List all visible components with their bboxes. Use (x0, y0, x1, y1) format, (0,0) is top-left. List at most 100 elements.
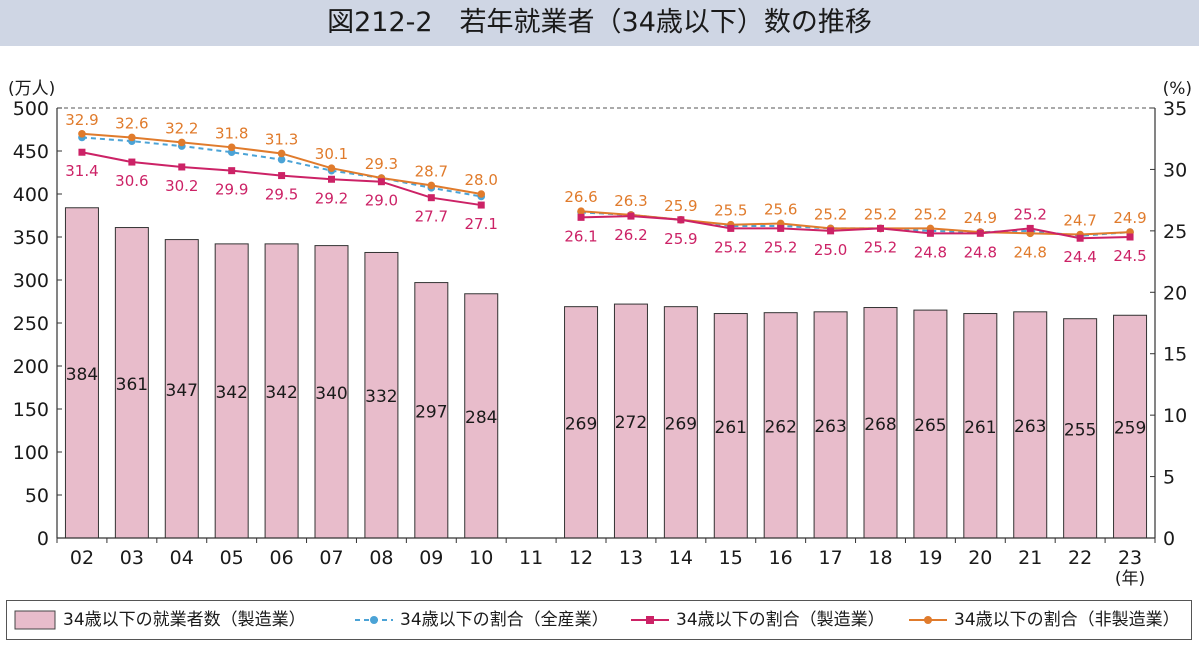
x-tick-label: 22 (1068, 547, 1092, 569)
right-unit-label: (%) (1163, 79, 1192, 99)
x-tick-label: 19 (918, 547, 942, 569)
bar (564, 306, 599, 539)
right-tick-label: 0 (1163, 528, 1175, 550)
x-tick-label: 20 (968, 547, 992, 569)
right-tick-label: 5 (1163, 467, 1175, 489)
bar-value-label: 263 (814, 417, 846, 437)
mfg-data-label: 25.2 (864, 238, 897, 256)
nonmfg-data-label: 24.9 (964, 209, 997, 227)
nonmfg-data-label: 30.1 (315, 145, 348, 163)
right-tick-label: 35 (1163, 98, 1187, 120)
marker-mfg (827, 227, 835, 235)
marker-mfg (1076, 234, 1084, 242)
x-tick-label: 02 (70, 547, 94, 569)
left-tick-label: 50 (25, 485, 49, 507)
nonmfg-data-label: 25.6 (764, 200, 797, 218)
x-tick-label: 15 (719, 547, 743, 569)
marker-mfg (477, 201, 485, 209)
bar (863, 307, 898, 539)
bar-value-label: 342 (215, 383, 247, 403)
marker-nonmfg (327, 164, 336, 172)
marker-nonmfg (78, 130, 86, 138)
legend-label-all: 34歳以下の割合（全産業） (400, 610, 609, 630)
marker-mfg (78, 148, 86, 156)
bar (813, 311, 848, 539)
nonmfg-data-label: 32.2 (165, 119, 198, 137)
bar-value-label: 269 (565, 414, 597, 434)
marker-nonmfg (477, 190, 486, 198)
marker-mfg (627, 212, 635, 220)
bar (1113, 314, 1148, 539)
bar (713, 313, 748, 539)
bar-value-label: 272 (615, 413, 647, 433)
mfg-data-label: 26.1 (564, 227, 597, 245)
nonmfg-data-label: 24.7 (1063, 212, 1096, 230)
x-tick-label: 09 (419, 547, 443, 569)
mfg-data-label: 25.0 (814, 241, 847, 259)
x-tick-label: 05 (220, 547, 244, 569)
bar-value-label: 332 (365, 387, 397, 407)
bar (264, 243, 299, 539)
bar-value-label: 263 (1014, 417, 1046, 437)
mfg-data-label: 29.5 (265, 186, 298, 204)
marker-nonmfg (227, 143, 236, 152)
marker-mfg (178, 163, 186, 171)
bar-value-label: 262 (764, 417, 796, 437)
bar-value-label: 265 (914, 416, 946, 436)
bar-value-label: 297 (415, 402, 447, 422)
title-band (0, 0, 1199, 46)
nonmfg-data-label: 28.7 (415, 162, 448, 180)
nonmfg-data-label: 24.8 (1014, 243, 1047, 261)
mfg-data-label: 29.0 (365, 192, 398, 210)
left-tick-label: 100 (13, 442, 49, 464)
bar (963, 313, 998, 539)
bar (613, 303, 648, 539)
left-tick-label: 0 (37, 528, 49, 550)
x-tick-label: 16 (769, 547, 793, 569)
mfg-data-label: 27.7 (415, 208, 448, 226)
legend-bar-swatch (14, 610, 56, 630)
nonmfg-data-label: 24.9 (1113, 209, 1146, 227)
mfg-data-label: 25.2 (714, 238, 747, 256)
x-tick-label: 06 (269, 547, 293, 569)
marker-mfg (427, 194, 435, 202)
mfg-data-label: 27.1 (465, 215, 498, 233)
x-tick-label: 18 (868, 547, 892, 569)
bar-value-label: 340 (315, 384, 347, 404)
mfg-data-label: 30.6 (115, 172, 148, 190)
mfg-data-label: 29.2 (315, 189, 348, 207)
marker-nonmfg (277, 149, 286, 158)
bar (114, 227, 149, 539)
left-tick-label: 350 (13, 227, 49, 249)
mfg-data-label: 24.8 (914, 243, 947, 261)
line-mfg (581, 215, 1131, 240)
x-tick-label: 21 (1018, 547, 1042, 569)
left-tick-label: 150 (13, 399, 49, 421)
bar (763, 312, 798, 539)
marker-mfg (328, 175, 335, 183)
left-tick-label: 500 (13, 98, 49, 120)
mfg-data-label: 26.2 (614, 226, 647, 244)
marker-mfg (1126, 233, 1134, 241)
x-tick-label: 17 (818, 547, 842, 569)
legend-marker-mfg (646, 616, 654, 624)
marker-mfg (128, 158, 136, 166)
marker-mfg (228, 167, 236, 175)
bar (663, 306, 698, 539)
x-tick-label: 04 (170, 547, 194, 569)
bar-value-label: 269 (665, 414, 697, 434)
marker-mfg (377, 178, 385, 186)
mfg-data-label: 31.4 (65, 162, 98, 180)
left-tick-label: 250 (13, 313, 49, 335)
bar-value-label: 361 (116, 375, 148, 395)
bar-value-label: 259 (1114, 419, 1146, 439)
bar-value-label: 261 (715, 418, 747, 438)
legend-marker-all (370, 616, 378, 624)
bar (464, 293, 499, 539)
left-tick-label: 300 (13, 270, 49, 292)
bar (1063, 318, 1098, 539)
marker-mfg (727, 224, 735, 232)
x-tick-label: 12 (569, 547, 593, 569)
nonmfg-data-label: 25.2 (914, 205, 947, 223)
mfg-data-label: 24.8 (964, 243, 997, 261)
